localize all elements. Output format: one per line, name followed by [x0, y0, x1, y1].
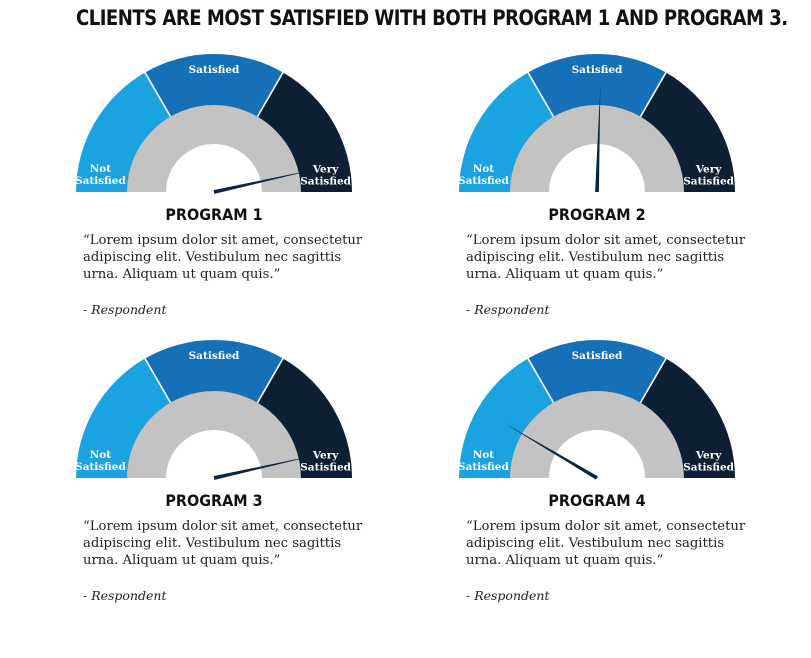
gauge-label-very-satisfied: Very Satisfied [300, 449, 351, 473]
gauge-needle [213, 454, 319, 480]
gauge-label-not-satisfied: Not Satisfied [75, 449, 126, 473]
gauge-label-very-satisfied: Very Satisfied [683, 449, 734, 473]
gauge-label-not-satisfied: Not Satisfied [75, 163, 126, 187]
gauge-separator [256, 71, 285, 118]
gauge-panel-program-1: Not Satisfied Satisfied Very Satisfied PROGR… [75, 54, 436, 372]
gauge-chart: Not Satisfied Satisfied Very Satisfied [458, 340, 735, 480]
quote-line: “Lorem ipsum dolor sit amet, consectetur [466, 519, 746, 534]
gauge-label-very-satisfied: Very Satisfied [683, 163, 734, 187]
gauge-separator [526, 357, 555, 404]
quote-line: adipiscing elit. Vestibulum nec sagittis [466, 536, 725, 551]
gauge-separator [639, 71, 668, 118]
program-name: PROGRAM 4 [548, 491, 646, 510]
quote: “Lorem ipsum dolor sit amet, consectetur… [466, 518, 766, 569]
gauge-needle [213, 168, 319, 194]
quote-line: “Lorem ipsum dolor sit amet, consectetur [83, 233, 363, 248]
attribution: - Respondent [83, 588, 167, 603]
quote-line: “Lorem ipsum dolor sit amet, consectetur [83, 519, 363, 534]
quote-line: urna. Aliquam ut quam quis.” [83, 553, 281, 568]
gauge-center-hole [166, 430, 262, 478]
gauge-label-satisfied: Satisfied [189, 350, 240, 362]
page-title: CLIENTS ARE MOST SATISFIED WITH BOTH PRO… [76, 6, 788, 30]
gauge-chart: Not Satisfied Satisfied Very Satisfied [75, 340, 352, 480]
gauge-needle [595, 85, 601, 193]
quote: “Lorem ipsum dolor sit amet, consectetur… [83, 232, 383, 283]
gauge-needle [504, 423, 598, 480]
gauge-chart: Not Satisfied Satisfied Very Satisfied [75, 54, 352, 194]
gauge-separator [143, 71, 172, 118]
attribution: - Respondent [466, 588, 550, 603]
program-name: PROGRAM 2 [548, 205, 646, 224]
gauge-panel-program-4: Not Satisfied Satisfied Very Satisfied PROGR… [458, 340, 811, 658]
gauge-label-satisfied: Satisfied [572, 350, 623, 362]
gauge-separator [143, 357, 172, 404]
attribution: - Respondent [83, 302, 167, 317]
quote-line: adipiscing elit. Vestibulum nec sagittis [466, 250, 725, 265]
quote-line: adipiscing elit. Vestibulum nec sagittis [83, 536, 342, 551]
gauge-separator [256, 357, 285, 404]
gauge-label-satisfied: Satisfied [572, 64, 623, 76]
quote-line: urna. Aliquam ut quam quis.” [466, 553, 664, 568]
gauge-panel-program-2: Not Satisfied Satisfied Very Satisfied PROGR… [458, 54, 811, 372]
gauge-center-hole [549, 430, 645, 478]
gauge-separator [526, 71, 555, 118]
program-name: PROGRAM 1 [165, 205, 263, 224]
quote-line: urna. Aliquam ut quam quis.” [466, 267, 664, 282]
gauge-chart: Not Satisfied Satisfied Very Satisfied [458, 54, 735, 193]
quote: “Lorem ipsum dolor sit amet, consectetur… [83, 518, 383, 569]
quote-line: adipiscing elit. Vestibulum nec sagittis [83, 250, 342, 265]
gauge-label-very-satisfied: Very Satisfied [300, 163, 351, 187]
gauge-separator [639, 357, 668, 404]
quote-line: urna. Aliquam ut quam quis.” [83, 267, 281, 282]
gauge-label-not-satisfied: Not Satisfied [458, 449, 509, 473]
attribution: - Respondent [466, 302, 550, 317]
quote: “Lorem ipsum dolor sit amet, consectetur… [466, 232, 766, 283]
gauge-label-not-satisfied: Not Satisfied [458, 163, 509, 187]
gauge-panel-program-3: Not Satisfied Satisfied Very Satisfied PROGR… [75, 340, 436, 658]
program-name: PROGRAM 3 [165, 491, 263, 510]
gauge-label-satisfied: Satisfied [189, 64, 240, 76]
quote-line: “Lorem ipsum dolor sit amet, consectetur [466, 233, 746, 248]
gauge-center-hole [166, 144, 262, 192]
